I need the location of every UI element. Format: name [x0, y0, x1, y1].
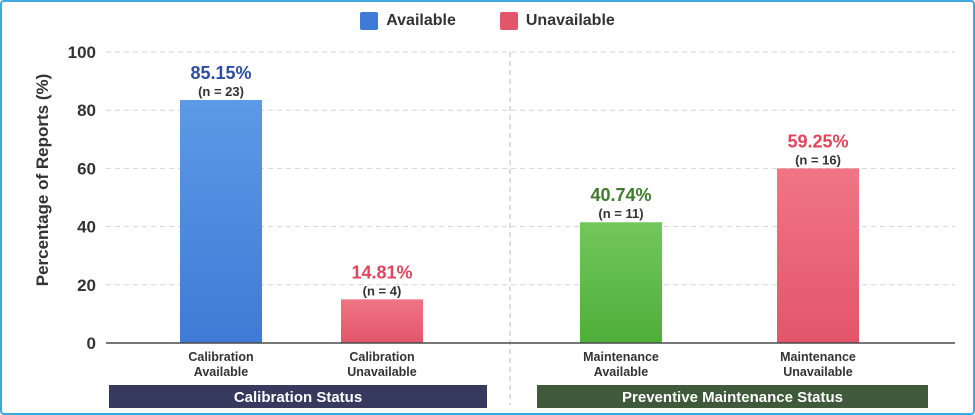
bar — [580, 222, 662, 343]
x-tick-label: Calibration — [188, 350, 253, 364]
bar-value-label: 59.25% — [787, 131, 848, 151]
x-tick-label: Maintenance — [780, 350, 856, 364]
bar — [341, 299, 423, 343]
x-tick-label: Available — [194, 365, 248, 379]
bar-n-label: (n = 11) — [598, 206, 643, 221]
y-tick-label: 40 — [77, 218, 96, 237]
bar-value-label: 40.74% — [590, 185, 651, 205]
bar-value-label: 14.81% — [351, 262, 412, 282]
bar-value-label: 85.15% — [190, 63, 251, 83]
bar-n-label: (n = 16) — [795, 152, 841, 167]
x-tick-label: Unavailable — [783, 365, 853, 379]
y-tick-label: 60 — [77, 159, 96, 178]
bar-n-label: (n = 23) — [198, 84, 244, 99]
bar — [777, 168, 859, 343]
legend-swatch-available — [360, 12, 379, 30]
bar — [180, 100, 262, 343]
group-label: Preventive Maintenance Status — [622, 389, 843, 406]
x-tick-label: Calibration — [349, 350, 414, 364]
y-axis-label: Percentage of Reports (%) — [33, 74, 52, 287]
x-tick-label: Unavailable — [347, 365, 417, 379]
legend-label-unavailable: Unavailable — [525, 12, 615, 29]
x-tick-label: Available — [594, 365, 648, 379]
chart-legend: Available Unavailable — [0, 12, 975, 30]
legend-swatch-unavailable — [499, 12, 518, 30]
bar-n-label: (n = 4) — [363, 283, 402, 298]
legend-item-unavailable: Unavailable — [499, 12, 615, 30]
legend-label-available: Available — [386, 12, 456, 29]
y-tick-label: 20 — [77, 276, 96, 295]
y-tick-label: 100 — [68, 43, 96, 62]
x-tick-label: Maintenance — [583, 350, 659, 364]
group-label-bar — [537, 385, 928, 408]
legend-item-available: Available — [360, 12, 456, 30]
y-tick-label: 0 — [87, 334, 96, 353]
group-label: Calibration Status — [234, 389, 362, 406]
group-label-bar — [109, 385, 487, 408]
y-tick-label: 80 — [77, 101, 96, 120]
